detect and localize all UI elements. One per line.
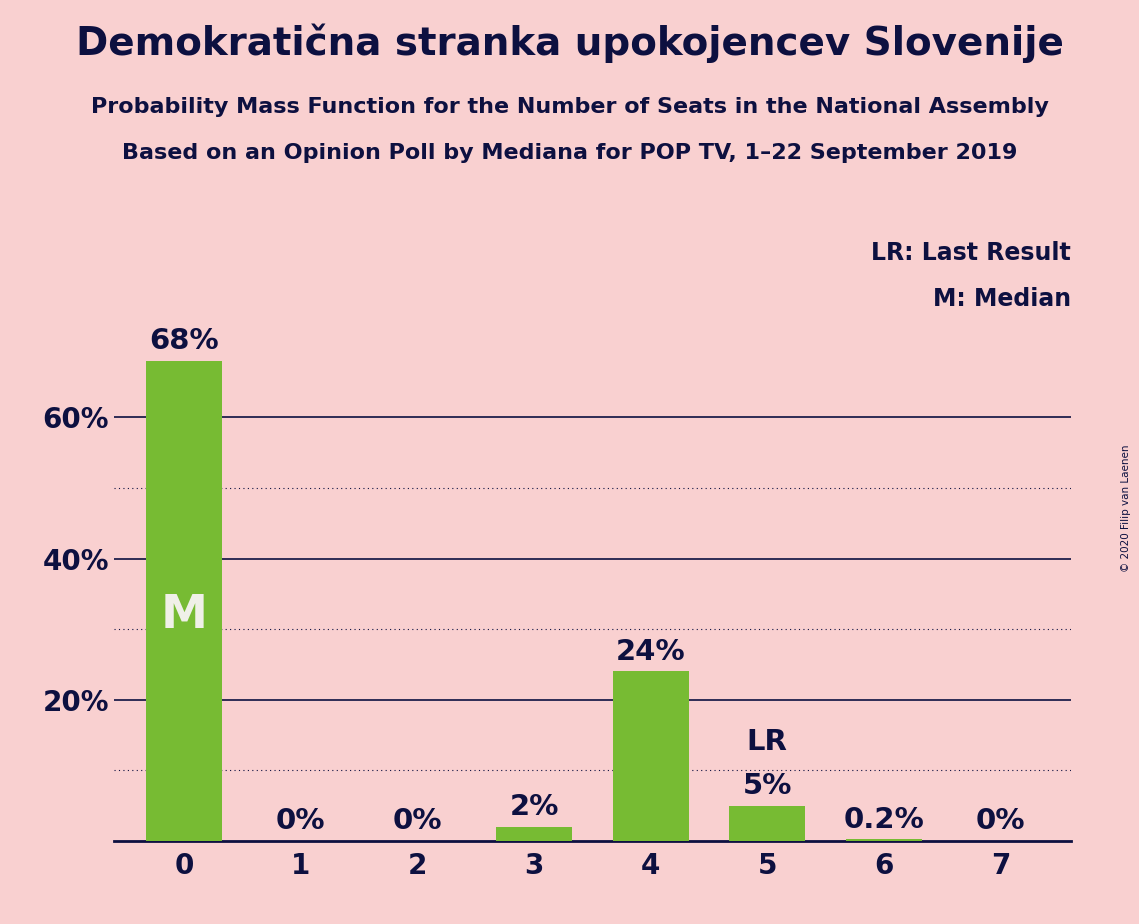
Text: 0%: 0%	[393, 808, 442, 835]
Text: M: M	[161, 593, 207, 638]
Text: 0.2%: 0.2%	[844, 806, 925, 833]
Text: 0%: 0%	[276, 808, 326, 835]
Text: Based on an Opinion Poll by Mediana for POP TV, 1–22 September 2019: Based on an Opinion Poll by Mediana for …	[122, 143, 1017, 164]
Text: 68%: 68%	[149, 327, 219, 355]
Text: M: Median: M: Median	[933, 286, 1071, 310]
Text: LR: LR	[747, 728, 788, 756]
Text: 2%: 2%	[509, 793, 558, 821]
Bar	[846, 839, 921, 841]
Text: Demokratična stranka upokojencev Slovenije: Demokratična stranka upokojencev Sloveni…	[75, 23, 1064, 63]
Text: Probability Mass Function for the Number of Seats in the National Assembly: Probability Mass Function for the Number…	[91, 97, 1048, 117]
Text: LR: Last Result: LR: Last Result	[871, 241, 1071, 265]
Bar	[146, 361, 222, 841]
Bar	[729, 806, 805, 841]
Text: 5%: 5%	[743, 772, 792, 800]
Text: © 2020 Filip van Laenen: © 2020 Filip van Laenen	[1121, 444, 1131, 572]
Text: 24%: 24%	[616, 638, 686, 666]
Text: 0%: 0%	[976, 808, 1025, 835]
Bar	[495, 827, 572, 841]
Bar	[613, 672, 689, 841]
